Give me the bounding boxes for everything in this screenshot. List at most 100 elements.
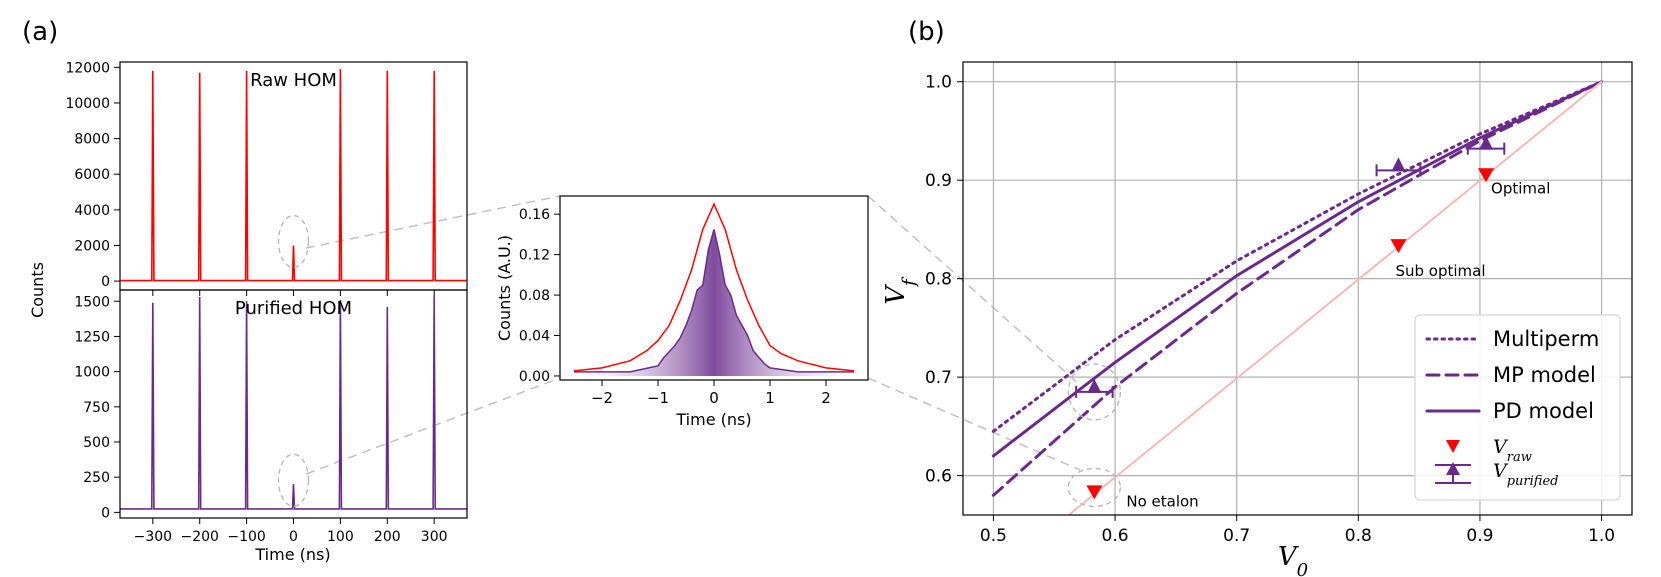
legend-label-sub: raw [1507,450,1532,465]
x-axis-label: V0 [1278,542,1308,577]
legend-label-sub: purified [1507,474,1559,489]
series-line [120,69,467,282]
legend-label-main: V [1493,460,1509,482]
axes-frame [962,61,1633,516]
legend-label-main: V [1493,436,1509,458]
ytick-label: 1250 [74,329,110,345]
ytick-label: 0.8 [925,270,952,290]
highlight-ellipse [1067,363,1122,421]
xtick-label: −1 [647,389,669,407]
panel-title: Purified HOM [235,298,352,319]
series-group [991,80,1604,515]
legend-label: PD model [1493,399,1594,423]
ytick-label: 0 [101,505,110,521]
ytick-label: 0.04 [519,329,550,345]
xtick-label: 100 [327,529,354,545]
ytick-label: 1000 [74,365,110,381]
annotation-label: Sub optimal [1395,262,1485,280]
purified-series-line [574,229,854,373]
x-axis-label-sub: 0 [1297,560,1308,577]
ytick-label: 0.16 [519,207,550,223]
xtick-label: 1.0 [1588,526,1615,546]
purified-point [1479,135,1494,150]
legend-box [1414,314,1621,501]
xtick-label: 200 [374,529,401,545]
raw-point [1086,485,1103,500]
xtick-label: 1 [765,389,775,407]
purified-area-fill [574,229,854,376]
xtick-label: 0.5 [980,526,1007,546]
axes-frame [119,289,468,519]
ytick-label: 0.6 [925,467,952,487]
y-axis-label-sub: f [899,276,920,288]
xtick-label: 2 [821,389,831,407]
xtick-label: 0.7 [1223,526,1250,546]
legend-label: Vpurified [1493,460,1559,489]
ytick-label: 0.12 [519,248,550,264]
axes-frame [559,195,869,381]
x-axis-label-main: V [1278,542,1299,572]
purified-point [1391,157,1406,172]
legend-label: MP model [1493,363,1596,387]
purified-hom-panel: 0 250 500 750 1000 1250 1500 −300 −200 −100 0 100 20… [28,262,468,564]
xtick-label: −300 [134,529,172,545]
legend-swatch [1446,440,1460,453]
ytick-label: 2000 [74,238,110,254]
panel-title: Raw HOM [250,70,337,91]
highlight-ellipse [1067,467,1122,508]
legend-label: Vraw [1493,436,1532,465]
series-line-dashed [991,80,1604,497]
ytick-label: 0 [101,274,110,290]
ytick-label: 750 [83,400,110,416]
series-line-dotted [991,80,1604,433]
xtick-label: −200 [180,529,218,545]
zero-peak-ellipse [277,453,310,507]
visibility-panel: 0.5 0.6 0.7 0.8 0.9 1.0 0.6 0.7 0.8 0.9 1.0 No etal… [881,61,1633,577]
xtick-label: 0 [709,389,719,407]
annotation-label: Optimal [1491,179,1550,197]
ytick-label: 0.00 [519,369,550,385]
raw-series-line [573,202,855,372]
y-axis-label: Vf [881,276,920,305]
ytick-label: 12000 [65,60,110,76]
xtick-label: 0.9 [1466,526,1493,546]
xtick-label: 0.8 [1345,526,1372,546]
xtick-label: 0 [289,529,298,545]
zoom-inset-panel: 0.00 0.04 0.08 0.12 0.16 −2 −1 0 1 2 Time (ns) Coun… [495,195,869,429]
raw-point [1390,239,1407,254]
x-axis-label: Time (ns) [675,410,751,429]
ytick-label: 1500 [74,294,110,310]
ytick-label: 6000 [74,167,110,183]
ytick-label: 4000 [74,203,110,219]
x-axis-label: Time (ns) [254,545,330,564]
zoom-guide-line [305,195,561,249]
ytick-label: 8000 [74,132,110,148]
series-line-solid [991,80,1604,458]
ytick-label: 1.0 [925,73,952,93]
y-axis-label: Counts (A.U.) [495,235,514,341]
zoom-guide-line [867,195,1081,386]
xtick-label: −100 [227,529,265,545]
ytick-label: 250 [83,470,110,486]
ytick-label: 10000 [65,96,110,112]
xtick-label: 0.6 [1102,526,1129,546]
raw-point [1478,168,1495,183]
panel-label-a: (a) [22,17,58,47]
xtick-label: −2 [591,389,613,407]
purified-point [1087,378,1102,393]
zero-peak-ellipse [277,214,310,269]
ytick-label: 0.08 [519,288,550,304]
xtick-label: 300 [421,529,448,545]
legend-swatch [1446,462,1460,475]
zoom-guide-line [867,377,1081,471]
raw-hom-panel: 0 2000 4000 6000 8000 10000 12000 Raw HOM [65,60,468,296]
series-line [120,295,467,510]
ytick-label: 0.7 [925,368,952,388]
y-axis-label-main: V [881,284,911,305]
ytick-label: 0.9 [925,171,952,191]
y-axis-label: Counts [28,262,47,318]
reference-line [1067,80,1603,515]
ytick-label: 500 [83,435,110,451]
panel-label-b: (b) [908,17,945,47]
